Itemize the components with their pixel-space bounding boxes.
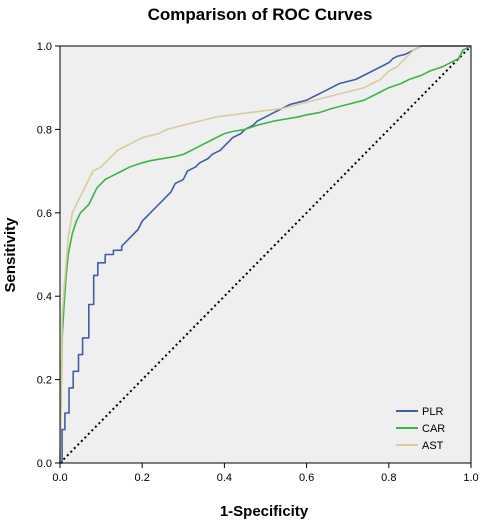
chart-title: Comparison of ROC Curves [148,5,373,24]
y-tick-label: 0.0 [37,458,52,470]
x-axis-label: 1-Specificity [220,503,309,520]
legend-label-ast: AST [422,440,444,452]
legend-label-car: CAR [422,423,445,435]
x-tick-label: 1.0 [463,472,478,484]
series-line-car [59,45,472,464]
legend-label-plr: PLR [422,406,443,418]
x-tick-label: 0.2 [135,472,150,484]
x-tick-label: 0.0 [52,472,67,484]
plot-border [59,45,472,464]
plot-background [60,46,471,463]
y-tick-label: 1.0 [37,41,52,53]
plot-area: 0.0 0.2 0.4 0.6 0.8 1.0 0.0 0.2 0.4 0.6 0.8 1.0 PLR C… [37,41,479,484]
x-tick-label: 0.4 [217,472,232,484]
x-tick-label: 0.6 [299,472,314,484]
y-axis-label: Sensitivity [2,217,19,293]
y-tick-label: 0.2 [37,375,52,387]
series-line-ast [59,45,471,464]
x-tick-label: 0.8 [381,472,396,484]
y-tick-label: 0.8 [37,124,52,136]
series-line-plr [60,45,471,464]
y-tick-label: 0.6 [37,208,52,220]
y-tick-label: 0.4 [37,291,52,303]
